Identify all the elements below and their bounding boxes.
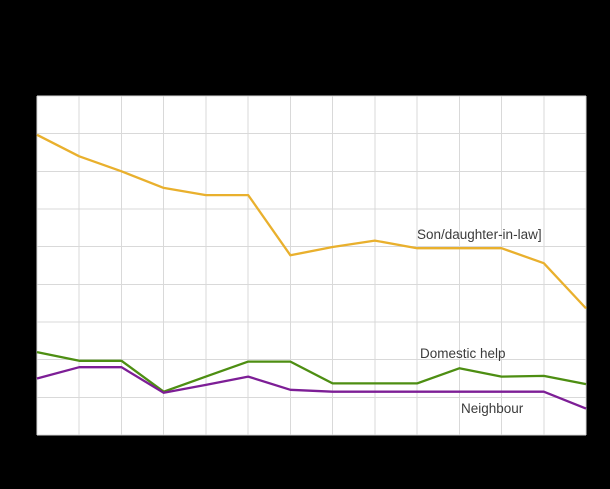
- series-line-neighbour: [36, 366, 587, 410]
- series-label-domestic-help: Domestic help: [420, 346, 506, 361]
- series-label-son-daughter-in-law: Son/daughter-in-law]: [417, 227, 542, 242]
- series-lines: [36, 133, 587, 410]
- series-label-neighbour: Neighbour: [461, 401, 524, 416]
- plot-area: [37, 96, 586, 435]
- gridlines: [36, 95, 587, 436]
- series-line-son-daughter-in-law: [36, 133, 587, 310]
- series-line-domestic-help: [36, 350, 587, 393]
